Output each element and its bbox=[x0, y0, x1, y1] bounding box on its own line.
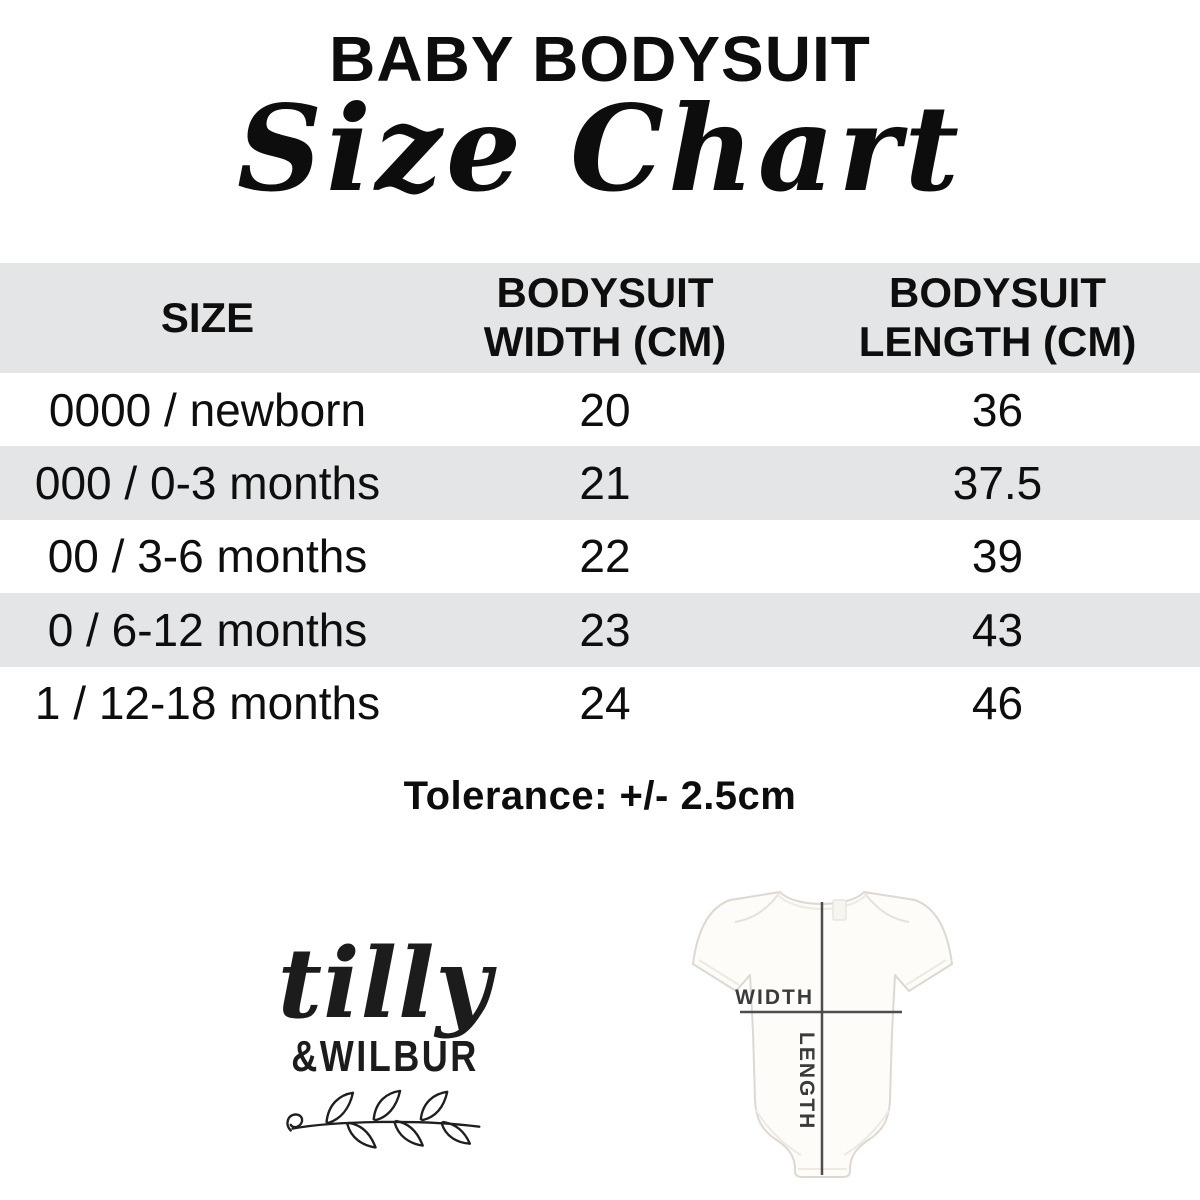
laurel-branch-icon bbox=[286, 1089, 481, 1149]
length-cell: 37.5 bbox=[952, 457, 1043, 510]
size-cell: 0 / 6-12 months bbox=[47, 603, 368, 656]
length-cell: 36 bbox=[971, 383, 1024, 436]
tolerance-note: Tolerance: +/- 2.5cm bbox=[403, 774, 797, 818]
page-title: BABY BODYSUIT bbox=[329, 23, 871, 95]
column-header-width: BODYSUIT WIDTH (CM) bbox=[483, 269, 727, 365]
bodysuit-illustration: WIDTH LENGTH bbox=[692, 891, 953, 1178]
width-cell: 20 bbox=[579, 383, 631, 436]
brand-name-caps: &WILBUR bbox=[291, 1031, 479, 1081]
neck-tag bbox=[832, 899, 847, 921]
width-cell: 22 bbox=[579, 530, 631, 583]
table-row: 0000 / newborn 20 36 bbox=[0, 373, 1200, 447]
width-cell: 24 bbox=[579, 677, 631, 730]
length-cell: 46 bbox=[971, 677, 1024, 730]
column-header-size: SIZE bbox=[160, 293, 255, 341]
table-header-row: SIZE BODYSUIT WIDTH (CM) BODYSUIT LENGTH… bbox=[0, 263, 1200, 373]
width-cell: 21 bbox=[579, 457, 631, 510]
page-subtitle-script: Size Chart bbox=[236, 79, 964, 218]
length-cell: 43 bbox=[971, 603, 1024, 656]
width-label: WIDTH bbox=[735, 986, 814, 1009]
size-cell: 000 / 0-3 months bbox=[34, 457, 381, 510]
table-row: 1 / 12-18 months 24 46 bbox=[0, 666, 1200, 740]
size-cell: 00 / 3-6 months bbox=[47, 530, 368, 583]
length-cell: 39 bbox=[971, 530, 1024, 583]
table-row: 000 / 0-3 months 21 37.5 bbox=[0, 446, 1200, 520]
brand-logo: tilly &WILBUR bbox=[235, 927, 535, 1155]
table-row: 00 / 3-6 months 22 39 bbox=[0, 519, 1200, 594]
brand-name-script: tilly bbox=[277, 927, 493, 1040]
size-table: SIZE BODYSUIT WIDTH (CM) BODYSUIT LENGTH… bbox=[0, 263, 1200, 740]
bodysuit-diagram: WIDTH LENGTH bbox=[655, 872, 995, 1197]
width-cell: 23 bbox=[579, 603, 631, 656]
length-label: LENGTH bbox=[795, 1032, 818, 1130]
size-cell: 1 / 12-18 months bbox=[34, 677, 381, 730]
column-header-length: BODYSUIT LENGTH (CM) bbox=[858, 269, 1137, 365]
table-row: 0 / 6-12 months 23 43 bbox=[0, 593, 1200, 667]
size-cell: 0000 / newborn bbox=[48, 383, 367, 436]
